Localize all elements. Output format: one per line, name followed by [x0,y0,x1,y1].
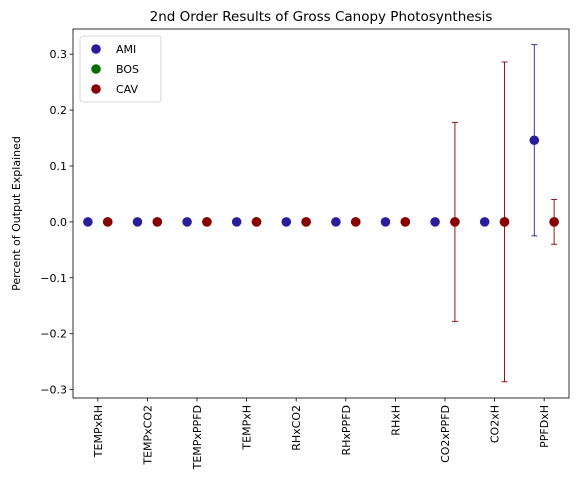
cav-point [251,217,262,227]
y-axis: −0.3 −0.2 −0.1 0.0 0.1 0.2 0.3 [40,48,73,397]
x-tick-label: RHxCO2 [290,405,303,451]
legend-box [79,35,162,103]
ami-point [132,217,143,227]
x-tick-label: PPFDxH [538,405,551,448]
ami-point [231,217,242,227]
ami-point [380,217,391,227]
x-tick-label: RHxH [389,405,402,436]
cav-point [152,217,163,227]
legend-label-cav: CAV [116,83,139,96]
legend: AMI BOS CAV [79,35,162,103]
x-tick-label: TEMPxCO2 [141,405,154,466]
cav-point [102,217,113,227]
y-tick-label: −0.1 [40,272,67,285]
y-tick-label: −0.3 [40,384,67,397]
ami-point [182,217,192,227]
cav-point [549,217,559,227]
x-tick-label: CO2xH [489,405,502,443]
x-axis: TEMPxRH TEMPxCO2 TEMPxPPFD TEMPxH RHxCO2 RHxP… [92,398,551,470]
plot-frame [72,28,570,399]
ami-point [430,217,440,227]
cav-point [499,217,510,227]
y-tick-label: 0.3 [50,48,68,61]
ami-point [479,217,490,227]
y-tick-label: 0.1 [50,160,68,173]
cav-point [350,217,361,227]
legend-marker-bos [91,64,101,74]
ami-point [331,217,341,227]
cav-point [400,217,411,227]
ami-point [83,217,93,227]
x-tick-label: TEMPxPPFD [191,405,204,470]
ami-point [529,135,540,146]
y-tick-label: 0.2 [50,104,68,117]
ami-point [281,217,292,227]
legend-marker-ami [91,44,101,54]
x-tick-label: TEMPxH [241,405,254,451]
y-tick-label: −0.2 [40,328,67,341]
legend-label-bos: BOS [116,63,139,76]
x-tick-label: RHxPPFD [340,405,353,456]
cav-point [450,217,460,227]
legend-marker-cav [91,84,101,94]
y-axis-label: Percent of Output Explained [10,136,23,291]
x-tick-label: CO2xPPFD [439,405,452,463]
plot-area [83,44,559,383]
y-tick-label: 0.0 [50,216,68,229]
x-tick-label: TEMPxRH [92,405,105,458]
legend-label-ami: AMI [116,43,136,56]
cav-point [301,217,311,227]
chart-title: 2nd Order Results of Gross Canopy Photos… [150,9,493,25]
cav-point [202,217,212,227]
